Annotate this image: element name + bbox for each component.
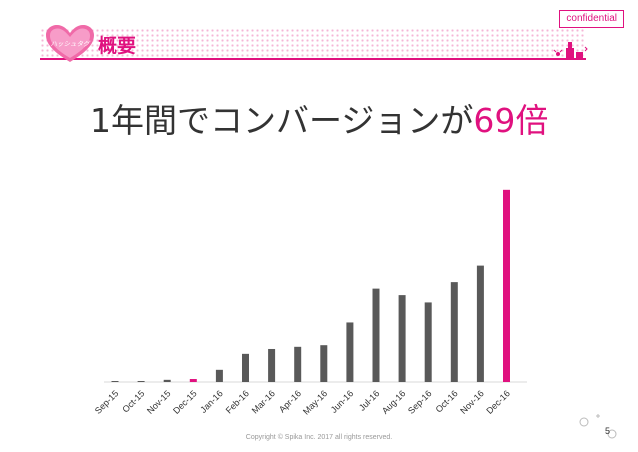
bar-jul-16 [372,288,380,382]
headline: 1年間でコンバージョンが69倍 [90,94,548,142]
tick-label-jul-16: Jul-16 [357,388,381,412]
header-band [40,28,586,58]
bar-mar-16 [268,348,276,382]
tick-label-jun-16: Jun-16 [329,388,356,415]
headline-accent: 69倍 [473,101,549,140]
headline-main: 1年間でコンバージョンが [90,101,474,140]
bar-oct-15 [137,381,145,382]
tick-label-sep-15: Sep-15 [93,388,121,416]
tick-label-sep-16: Sep-16 [406,388,434,416]
bar-nov-16 [476,265,484,382]
page-number: 5 [604,426,610,436]
bar-feb-16 [242,353,249,382]
bar-dec-15 [189,379,197,382]
tick-label-feb-16: Feb-16 [224,388,251,415]
bar-dec-16 [503,189,510,382]
swirl-decoration-icon [579,414,617,439]
tick-label-aug-16: Aug-16 [380,388,408,416]
heart-logo-icon: ハッシュタグ [46,25,94,62]
tick-label-nov-16: Nov-16 [458,388,486,416]
bar-may-16 [320,345,328,382]
header-rule [40,58,586,60]
tick-label-oct-15: Oct-15 [120,388,146,414]
tick-label-dec-15: Dec-15 [171,388,199,416]
bar-sep-16 [424,302,432,382]
tick-label-dec-16: Dec-16 [484,388,512,416]
bar-sep-15 [111,381,119,382]
bar-jan-16 [215,369,223,382]
bar-nov-15 [163,379,171,382]
tick-label-apr-16: Apr-16 [277,388,303,414]
bar-aug-16 [398,295,406,382]
copyright-footer: Copyright © Spika Inc. 2017 all rights r… [245,434,393,441]
section-title: 概要 [98,35,137,57]
bar-jun-16 [346,322,354,382]
confidential-badge: confidential [559,10,624,28]
tick-label-oct-16: Oct-16 [434,388,460,414]
tick-label-nov-15: Nov-15 [145,388,173,416]
logo-text: ハッシュタグ [51,40,92,48]
bar-oct-16 [450,282,458,382]
tick-label-jan-16: Jan-16 [198,388,225,415]
tick-label-may-16: May-16 [301,388,329,416]
tick-label-mar-16: Mar-16 [250,388,277,415]
cosmetics-decoration-icon [553,42,588,60]
bar-apr-16 [294,346,302,382]
